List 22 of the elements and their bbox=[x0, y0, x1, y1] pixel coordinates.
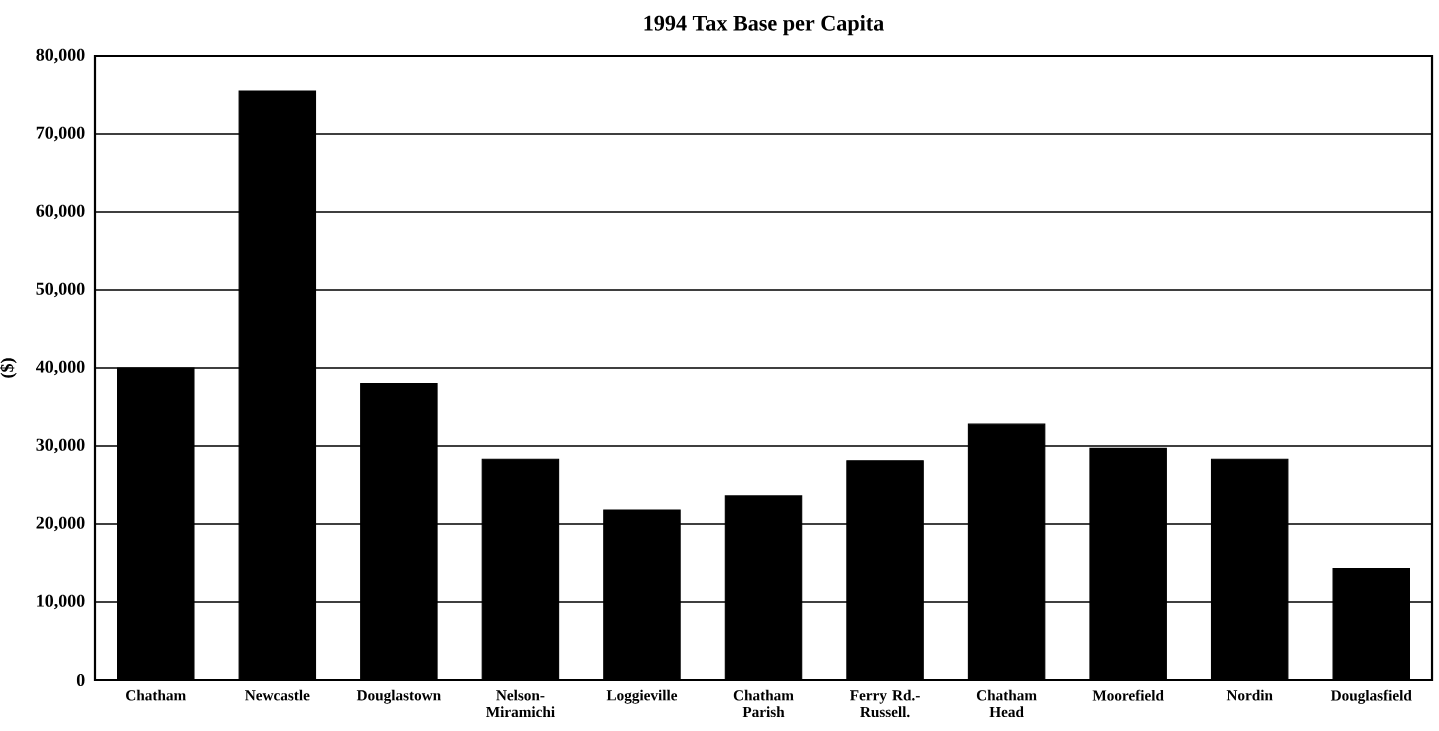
y-tick-label: 0 bbox=[76, 673, 85, 687]
x-tick-label: Douglasfield bbox=[1330, 689, 1412, 704]
x-tick-label: Chatham Parish bbox=[733, 689, 794, 718]
y-tick-label: 20,000 bbox=[36, 516, 85, 532]
x-tick-label: Ferry Rd.-Russell. bbox=[850, 689, 920, 718]
y-tick-label: 10,000 bbox=[37, 594, 85, 610]
chart-title: 1994 Tax Base per Capita bbox=[644, 15, 884, 36]
x-tick-label: Moorefield bbox=[1092, 689, 1164, 701]
x-tick-label: Newcastle bbox=[245, 689, 310, 701]
x-tick-label: Loggieville bbox=[606, 689, 678, 704]
y-axis-title: ($) bbox=[0, 358, 17, 378]
x-tick-label: Douglastown bbox=[356, 689, 441, 704]
y-tick-label: 70,000 bbox=[36, 126, 85, 142]
x-tick-label: Nordin bbox=[1226, 689, 1273, 701]
x-tick-label: Chatham bbox=[126, 689, 186, 701]
y-tick-label: 80,000 bbox=[36, 48, 85, 64]
y-tick-label: 40,000 bbox=[36, 360, 85, 376]
y-tick-label: 30,000 bbox=[36, 438, 85, 454]
y-tick-label: 50,000 bbox=[36, 282, 85, 298]
y-tick-label: 60,000 bbox=[36, 204, 85, 220]
x-tick-label: Nelson-Miramichi bbox=[486, 689, 555, 718]
x-tick-label: Chatham Head bbox=[976, 689, 1037, 718]
